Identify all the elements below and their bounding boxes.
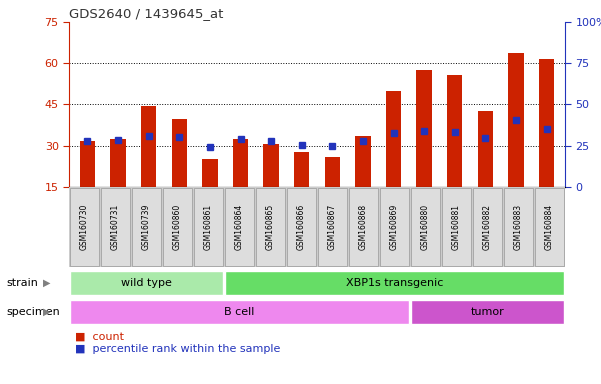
Bar xyxy=(255,188,285,266)
Bar xyxy=(233,139,248,228)
Bar xyxy=(410,300,564,324)
Text: XBP1s transgenic: XBP1s transgenic xyxy=(346,278,443,288)
Bar xyxy=(472,188,502,266)
Text: GSM160864: GSM160864 xyxy=(235,204,244,250)
Text: GSM160739: GSM160739 xyxy=(142,204,151,250)
Bar xyxy=(416,70,432,228)
Bar xyxy=(225,271,564,295)
Text: wild type: wild type xyxy=(121,278,172,288)
Bar xyxy=(225,188,254,266)
Text: GSM160865: GSM160865 xyxy=(266,204,275,250)
Bar xyxy=(442,188,471,266)
Text: ▶: ▶ xyxy=(43,278,50,288)
Text: GSM160883: GSM160883 xyxy=(514,204,523,250)
Text: GSM160884: GSM160884 xyxy=(545,204,554,250)
Bar xyxy=(447,76,462,228)
Text: GSM160881: GSM160881 xyxy=(452,204,461,250)
Bar xyxy=(325,157,340,228)
Bar xyxy=(70,271,224,295)
Text: B cell: B cell xyxy=(224,307,255,317)
Bar xyxy=(132,188,162,266)
Bar xyxy=(386,91,401,228)
Text: GSM160869: GSM160869 xyxy=(390,204,399,250)
Bar xyxy=(101,188,130,266)
Text: specimen: specimen xyxy=(6,307,59,317)
Text: ▶: ▶ xyxy=(43,307,50,317)
Bar xyxy=(534,188,564,266)
Text: GSM160882: GSM160882 xyxy=(483,204,492,250)
Bar xyxy=(539,59,554,228)
Bar xyxy=(163,188,192,266)
Bar xyxy=(263,144,279,228)
Bar xyxy=(70,300,409,324)
Text: GSM160860: GSM160860 xyxy=(173,204,182,250)
Bar xyxy=(504,188,533,266)
Text: ■  count: ■ count xyxy=(75,331,124,341)
Text: GSM160867: GSM160867 xyxy=(328,204,337,250)
Bar xyxy=(111,139,126,228)
Bar xyxy=(70,188,100,266)
Bar xyxy=(287,188,316,266)
Bar xyxy=(478,111,493,228)
Bar xyxy=(203,159,218,228)
Bar xyxy=(410,188,441,266)
Bar xyxy=(508,53,523,228)
Bar xyxy=(141,106,156,228)
Text: ■  percentile rank within the sample: ■ percentile rank within the sample xyxy=(75,344,281,354)
Text: GSM160730: GSM160730 xyxy=(80,204,89,250)
Text: GSM160868: GSM160868 xyxy=(359,204,368,250)
Text: GSM160866: GSM160866 xyxy=(297,204,306,250)
Text: GSM160731: GSM160731 xyxy=(111,204,120,250)
Bar xyxy=(194,188,224,266)
Bar xyxy=(380,188,409,266)
Text: GSM160861: GSM160861 xyxy=(204,204,213,250)
Text: GSM160880: GSM160880 xyxy=(421,204,430,250)
Text: strain: strain xyxy=(6,278,38,288)
Bar xyxy=(349,188,379,266)
Bar xyxy=(80,141,95,228)
Bar xyxy=(294,152,310,228)
Text: tumor: tumor xyxy=(471,307,504,317)
Bar xyxy=(318,188,347,266)
Text: GDS2640 / 1439645_at: GDS2640 / 1439645_at xyxy=(69,7,224,20)
Bar xyxy=(355,136,371,228)
Bar xyxy=(172,119,187,228)
